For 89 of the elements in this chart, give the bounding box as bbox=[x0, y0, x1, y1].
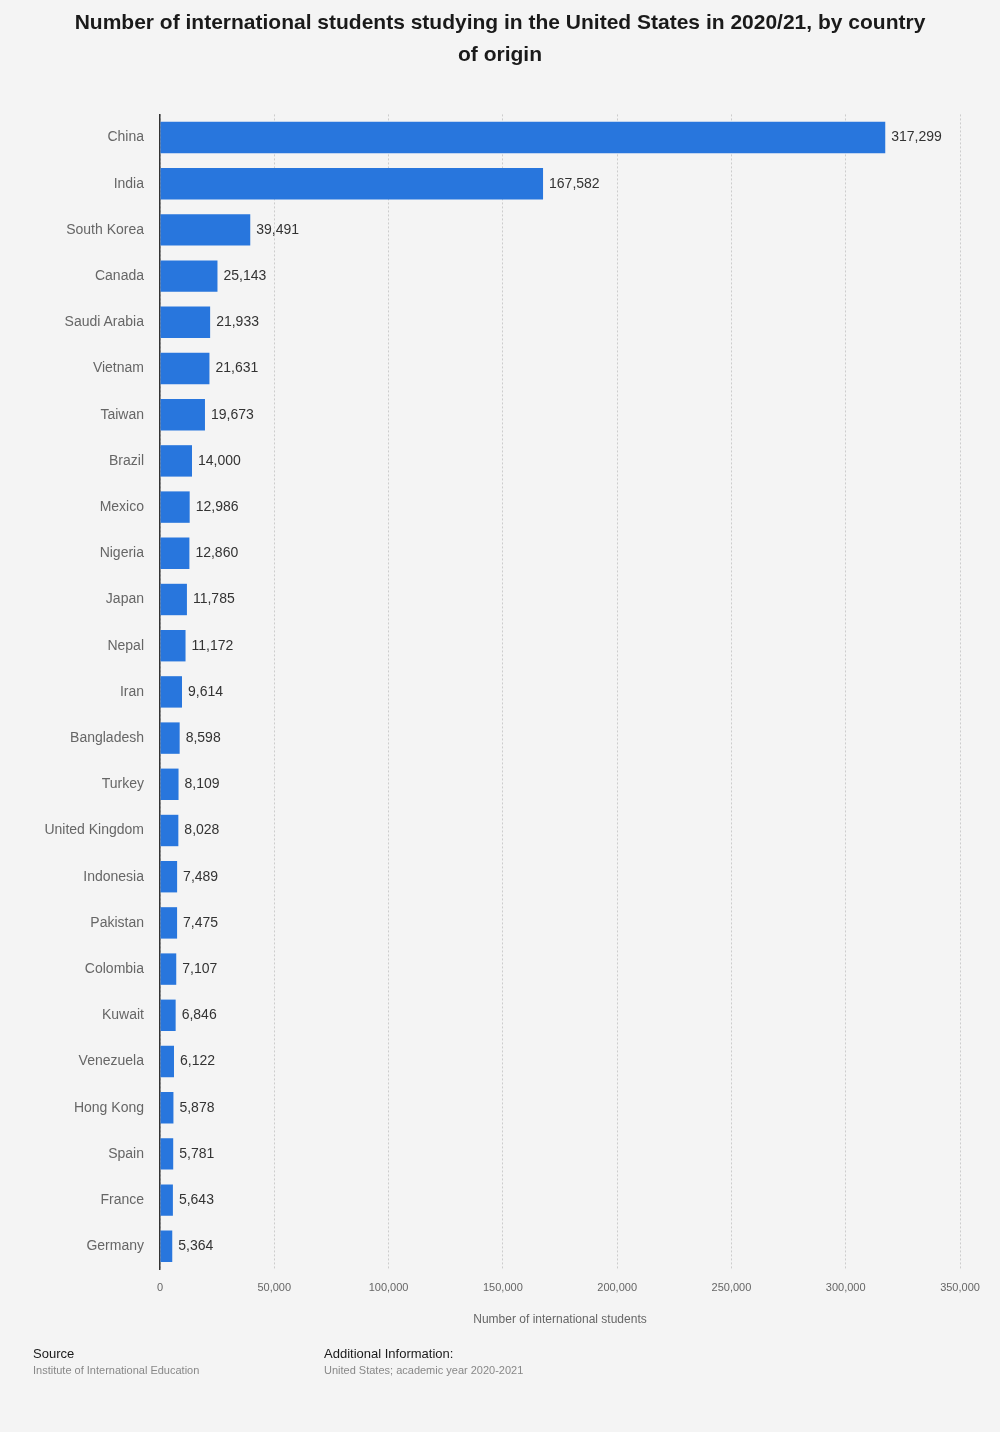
y-tick-label: Bangladesh bbox=[70, 728, 144, 745]
bar bbox=[160, 860, 178, 893]
y-tick-label: Kuwait bbox=[101, 1006, 145, 1023]
bar bbox=[160, 722, 180, 754]
data-label: 7,475 bbox=[183, 913, 219, 930]
y-tick-label: Iran bbox=[119, 682, 144, 699]
text: Source bbox=[33, 1346, 76, 1362]
data-label: 21,933 bbox=[216, 313, 260, 330]
data-label: 7,489 bbox=[183, 867, 219, 884]
y-tick-label: Saudi Arabia bbox=[64, 313, 145, 330]
bar bbox=[160, 352, 210, 385]
y-tick-label: Spain bbox=[108, 1144, 144, 1161]
data-label: 5,643 bbox=[178, 1190, 215, 1207]
y-tick-label: Nepal bbox=[107, 636, 144, 653]
data-label: 6,122 bbox=[179, 1052, 216, 1069]
bar bbox=[160, 953, 177, 985]
bar bbox=[160, 491, 190, 523]
bar bbox=[160, 1045, 174, 1078]
text: Institute of International Education bbox=[33, 1363, 201, 1378]
x-tick-label: 50,000 bbox=[257, 1281, 292, 1294]
y-tick-label: Japan bbox=[105, 590, 144, 607]
y-tick-label: Germany bbox=[86, 1237, 144, 1254]
data-label: 8,109 bbox=[184, 775, 220, 792]
y-tick-label: Nigeria bbox=[99, 544, 145, 561]
bar bbox=[160, 907, 178, 939]
bar bbox=[160, 676, 182, 708]
y-tick-label: United Kingdom bbox=[44, 821, 144, 838]
data-label: 7,107 bbox=[182, 959, 218, 976]
x-axis-title: Number of international students bbox=[473, 1312, 647, 1327]
y-tick-label: Colombia bbox=[84, 959, 145, 976]
y-tick-label: Taiwan bbox=[100, 405, 144, 422]
y-tick-label: Canada bbox=[94, 266, 145, 283]
data-label: 5,364 bbox=[178, 1237, 214, 1254]
bar bbox=[160, 768, 179, 801]
y-tick-label: India bbox=[113, 174, 145, 191]
data-label: 19,673 bbox=[210, 405, 254, 422]
bar bbox=[160, 1230, 173, 1263]
data-label: 5,878 bbox=[179, 1098, 215, 1115]
data-label: 12,860 bbox=[195, 544, 239, 561]
data-label: 14,000 bbox=[198, 451, 242, 468]
y-tick-label: China bbox=[107, 128, 145, 145]
bar bbox=[160, 999, 176, 1032]
data-label: 21,631 bbox=[215, 359, 259, 376]
data-label: 6,846 bbox=[181, 1006, 217, 1023]
y-tick-label: Turkey bbox=[101, 775, 144, 792]
data-label: 8,028 bbox=[184, 821, 220, 838]
x-tick-label: 250,000 bbox=[711, 1281, 752, 1294]
x-tick-label: 100,000 bbox=[368, 1281, 409, 1294]
bar bbox=[160, 629, 186, 662]
bar bbox=[160, 167, 544, 200]
bar bbox=[160, 398, 205, 431]
text: Additional Information: bbox=[324, 1346, 455, 1362]
x-tick-label: 350,000 bbox=[940, 1281, 980, 1294]
bar bbox=[160, 121, 886, 154]
bar bbox=[160, 583, 187, 616]
x-tick-label: 200,000 bbox=[597, 1281, 638, 1294]
data-label: 11,785 bbox=[192, 590, 235, 607]
data-label: 317,299 bbox=[891, 128, 943, 145]
x-tick-label: 150,000 bbox=[482, 1281, 523, 1294]
bar bbox=[160, 214, 251, 246]
bar bbox=[160, 260, 218, 292]
data-label: 39,491 bbox=[256, 220, 300, 237]
bar bbox=[160, 1091, 174, 1124]
data-label: 12,986 bbox=[195, 497, 239, 514]
y-tick-label: Vietnam bbox=[92, 359, 144, 376]
x-tick-label: 0 bbox=[156, 1281, 164, 1294]
data-label: 5,781 bbox=[179, 1144, 215, 1161]
bar bbox=[160, 814, 179, 847]
y-tick-label: Mexico bbox=[99, 497, 145, 514]
y-tick-label: Venezuela bbox=[78, 1052, 145, 1069]
y-tick-label: South Korea bbox=[66, 220, 145, 237]
data-label: 25,143 bbox=[223, 266, 267, 283]
y-tick-label: Hong Kong bbox=[73, 1098, 144, 1115]
chart-title: Number of international students studying in the United States in 2020/21, by country of origin bbox=[73, 9, 927, 67]
bar bbox=[160, 306, 211, 339]
data-label: 167,582 bbox=[549, 174, 600, 191]
y-tick-label: France bbox=[100, 1190, 145, 1207]
text: United States; academic year 2020-2021 bbox=[324, 1363, 525, 1378]
y-tick-label: Indonesia bbox=[83, 867, 145, 884]
x-tick-label: 300,000 bbox=[825, 1281, 866, 1294]
bar bbox=[160, 1184, 173, 1216]
data-label: 11,172 bbox=[191, 636, 234, 653]
data-label: 8,598 bbox=[185, 728, 221, 745]
y-tick-label: Brazil bbox=[108, 451, 144, 468]
bar bbox=[160, 1138, 174, 1170]
bar bbox=[160, 537, 190, 570]
y-tick-label: Pakistan bbox=[90, 913, 144, 930]
data-label: 9,614 bbox=[187, 682, 224, 699]
bar bbox=[160, 445, 192, 477]
